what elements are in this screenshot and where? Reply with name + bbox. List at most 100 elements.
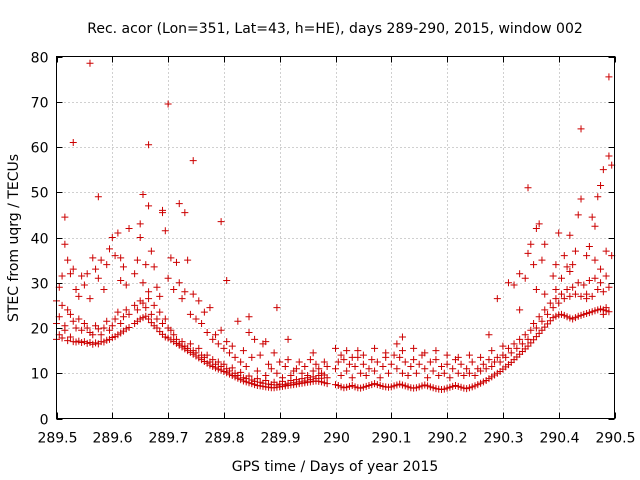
data-point (323, 380, 331, 388)
data-point (524, 184, 532, 192)
data-point (315, 365, 323, 373)
x-tick-label: 289.7 (148, 431, 188, 447)
data-point (393, 340, 401, 348)
data-point (396, 353, 404, 361)
data-point (569, 283, 577, 291)
data-point (153, 315, 161, 323)
data-point (66, 270, 74, 278)
data-point (605, 73, 613, 81)
data-point (206, 304, 214, 312)
data-point (532, 286, 540, 294)
data-point (348, 353, 356, 361)
data-point (175, 200, 183, 208)
data-point (412, 369, 420, 377)
data-point (281, 362, 289, 370)
data-point (415, 360, 423, 368)
data-point (398, 333, 406, 341)
data-point (605, 283, 613, 291)
data-point (292, 365, 300, 373)
data-point (549, 272, 557, 280)
data-point (502, 353, 510, 361)
data-point (421, 349, 429, 357)
data-point (214, 358, 222, 366)
data-point (284, 335, 292, 343)
data-point (485, 331, 493, 339)
data-point (340, 356, 348, 364)
data-point (309, 367, 317, 375)
data-point (223, 338, 231, 346)
data-point (345, 360, 353, 368)
data-point (410, 344, 418, 352)
data-point (371, 367, 379, 375)
data-point (61, 240, 69, 248)
data-point (58, 272, 66, 280)
data-point (432, 356, 440, 364)
x-tick-label: 290.3 (483, 431, 523, 447)
data-point (253, 367, 261, 375)
data-point (69, 138, 77, 146)
data-point (66, 310, 74, 318)
data-point (94, 274, 102, 282)
data-point (262, 372, 270, 380)
data-point (435, 372, 443, 380)
data-point (273, 369, 281, 377)
data-point (471, 372, 479, 380)
data-point (136, 234, 144, 241)
data-point (504, 344, 512, 352)
data-point (147, 310, 155, 318)
data-point (192, 315, 200, 323)
data-point (583, 295, 591, 303)
data-point (278, 374, 286, 382)
data-point (574, 211, 582, 219)
data-point (513, 344, 521, 352)
x-tick-label: 290 (323, 431, 350, 447)
data-point (544, 310, 552, 318)
data-point (178, 295, 186, 303)
data-point (407, 362, 415, 370)
data-point (552, 295, 560, 303)
data-point (552, 286, 560, 294)
data-point (100, 286, 108, 294)
data-point (301, 362, 309, 370)
data-point (555, 229, 563, 237)
data-point (136, 220, 144, 228)
data-point (524, 335, 532, 343)
data-point (167, 254, 175, 262)
data-point (142, 304, 150, 312)
data-point (599, 166, 607, 174)
data-point (429, 367, 437, 375)
data-point (312, 360, 320, 368)
data-point (170, 331, 178, 339)
data-point (482, 365, 490, 373)
data-point (552, 261, 560, 269)
data-point (61, 322, 69, 330)
data-point (237, 368, 245, 376)
data-point (276, 358, 284, 366)
data-point (133, 306, 141, 314)
data-point (538, 317, 546, 325)
y-tick-label: 10 (31, 367, 49, 383)
data-point (602, 272, 610, 280)
y-tick-label: 30 (31, 277, 49, 293)
data-point (231, 353, 239, 361)
data-point (270, 349, 278, 357)
x-tick-label: 289.9 (260, 431, 300, 447)
data-point (223, 276, 231, 284)
data-point (89, 331, 97, 339)
data-point (594, 193, 602, 201)
data-point (178, 338, 186, 346)
data-point (440, 369, 448, 377)
data-point (348, 374, 356, 382)
data-point (591, 274, 599, 282)
data-point (133, 256, 141, 264)
data-point (541, 240, 549, 248)
data-point (354, 347, 362, 355)
data-point (242, 362, 250, 370)
data-point (80, 319, 88, 327)
data-point (86, 295, 94, 303)
data-point (323, 374, 331, 382)
data-point (145, 315, 153, 323)
data-point (304, 372, 312, 380)
data-point (111, 252, 119, 260)
data-point (106, 245, 114, 253)
